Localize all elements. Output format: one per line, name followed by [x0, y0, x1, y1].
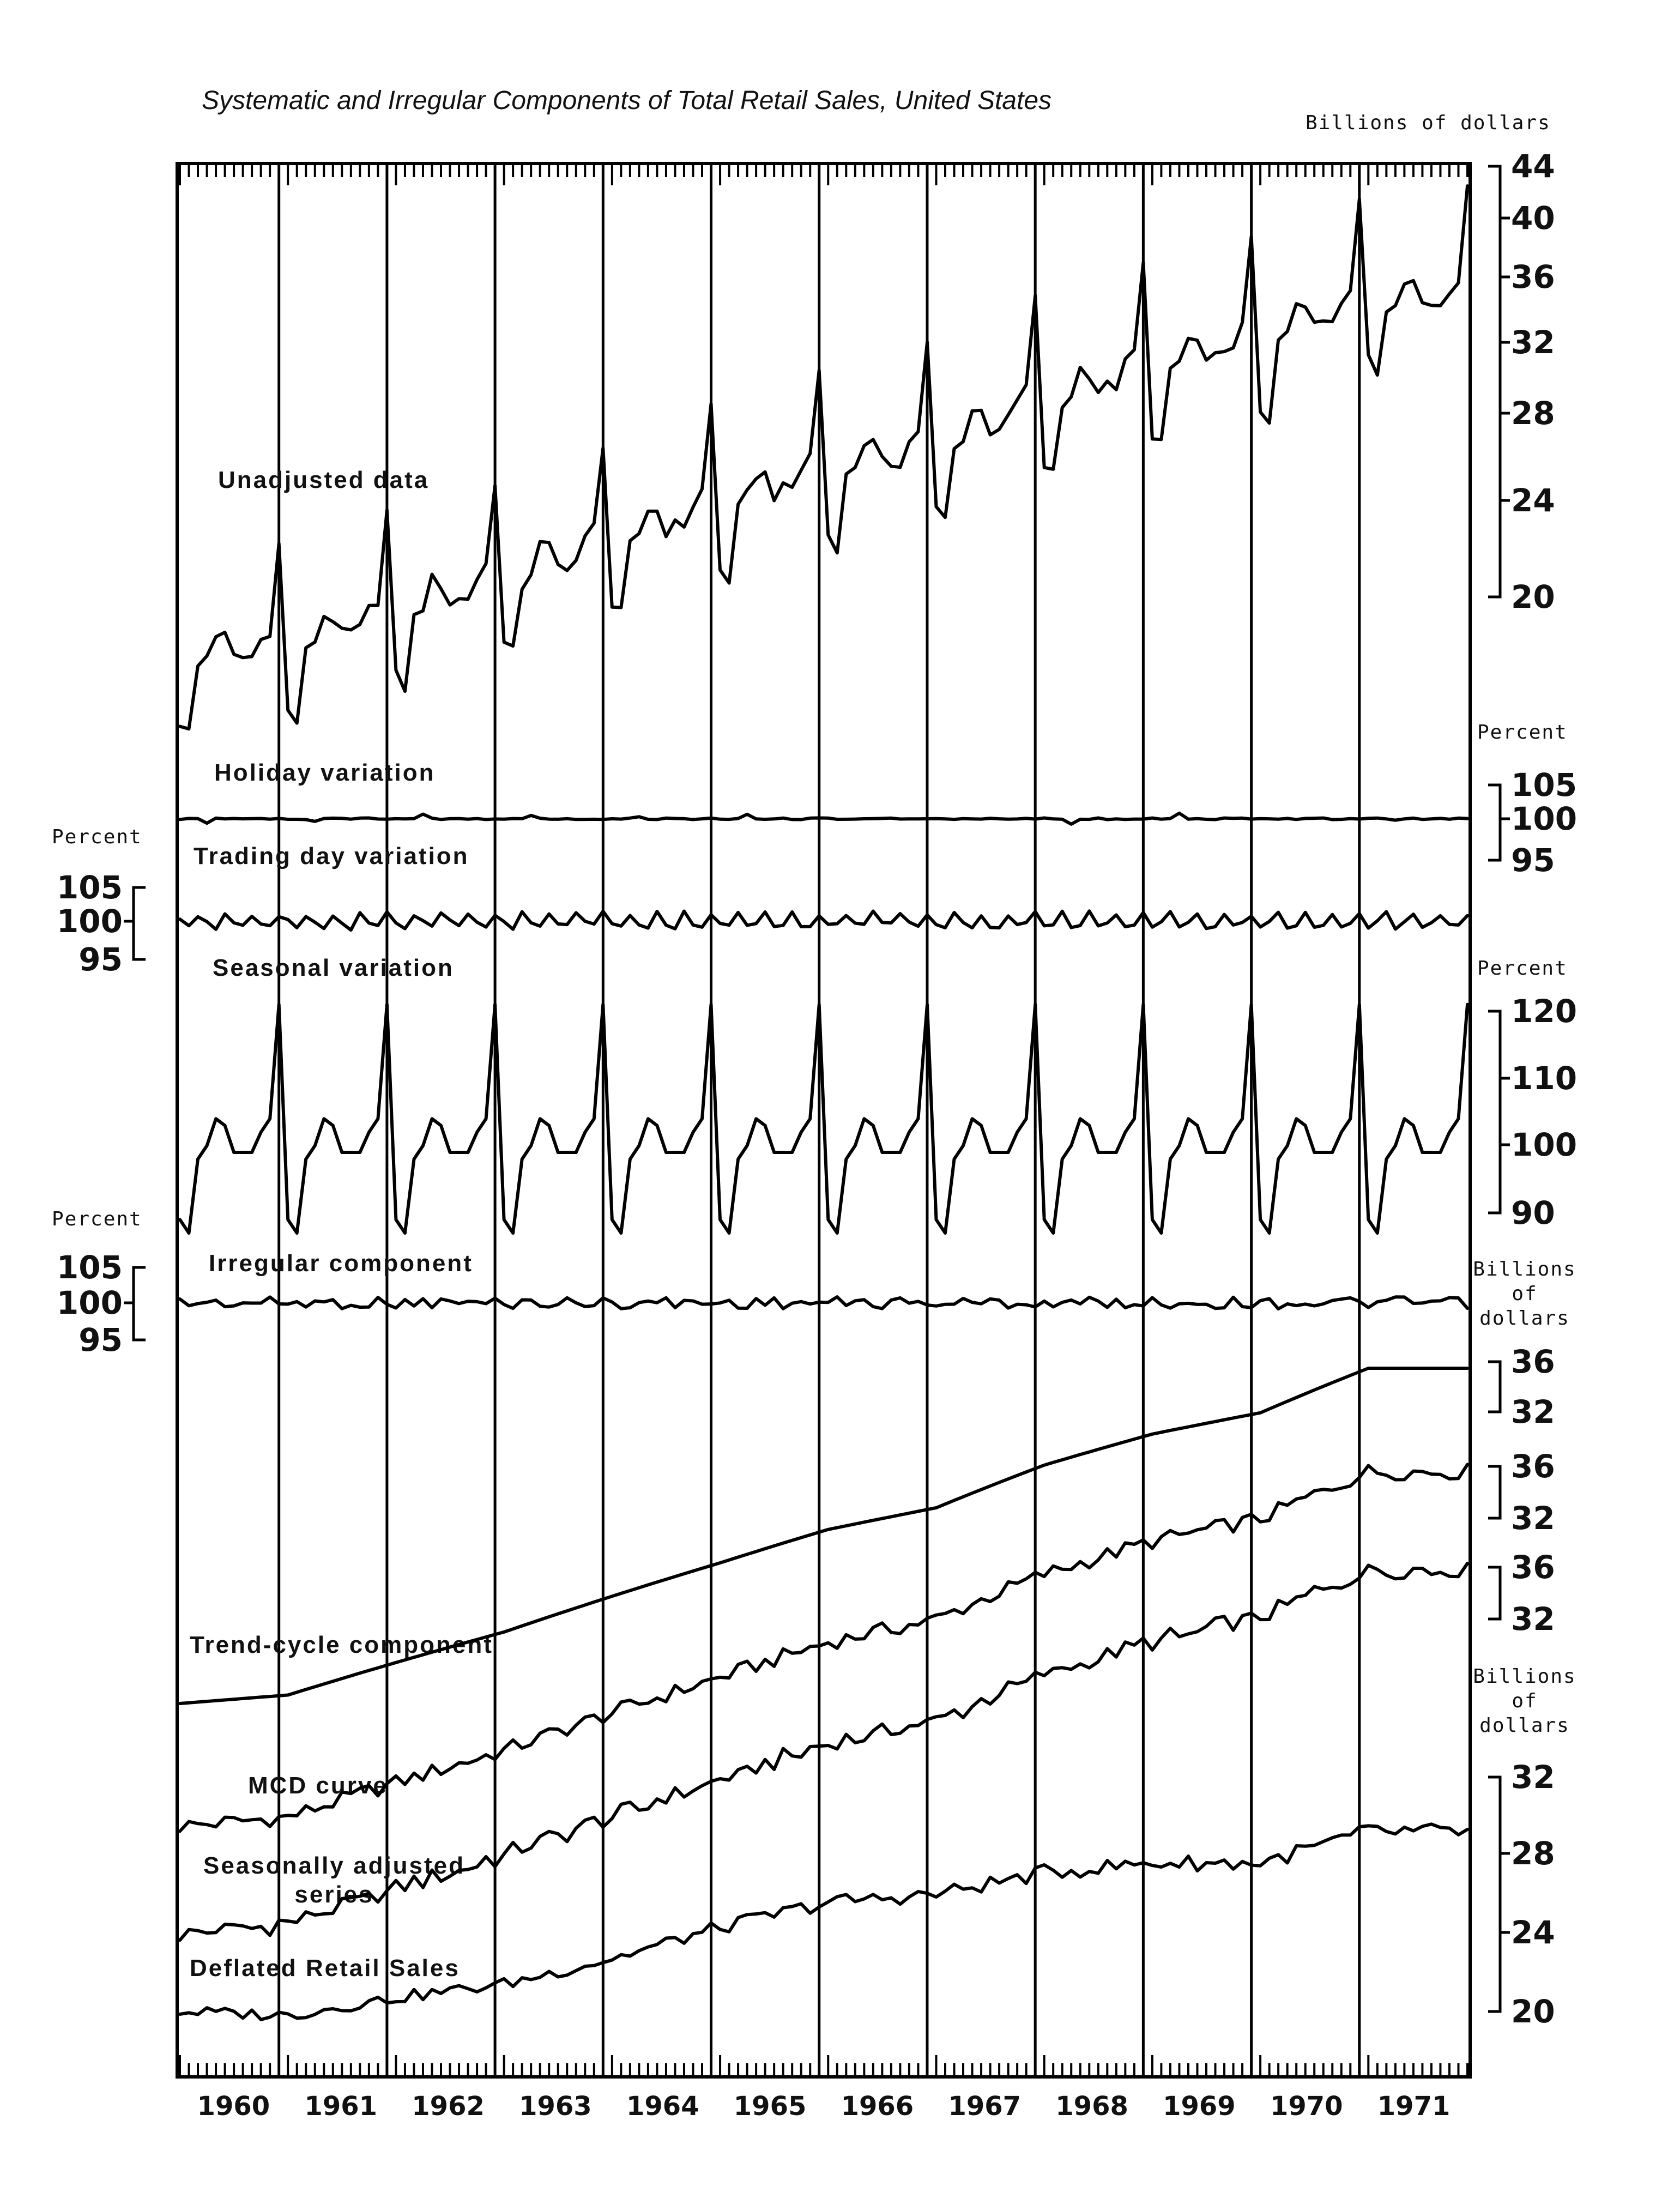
unit-label-trend-3: dollars — [1479, 1307, 1570, 1330]
series-seasonal — [178, 1002, 1469, 1235]
series-trend-cycle — [178, 1367, 1469, 1705]
unit-label-deflated-3: dollars — [1479, 1714, 1570, 1737]
unit-label-irregular: Percent — [52, 1208, 142, 1230]
label-seasonal: Seasonal variation — [213, 955, 454, 981]
axis-tick-label: 40 — [1511, 200, 1555, 237]
axis-tick-label: 110 — [1511, 1060, 1577, 1097]
axis-tick-label: 95 — [78, 941, 123, 978]
label-sa-line2: series — [294, 1881, 373, 1908]
label-sa-line1: Seasonally adjusted — [203, 1852, 465, 1879]
axis-tick-label: 32 — [1511, 1500, 1555, 1537]
series-holiday — [178, 811, 1469, 826]
axis-tick-label: 100 — [1511, 800, 1577, 837]
series-trading-day — [178, 909, 1469, 932]
x-tick-label: 1971 — [1377, 2091, 1451, 2122]
x-axis-labels: 1960 1961 1962 1963 1964 1965 1966 1967 1968 1969… — [197, 2091, 1451, 2122]
label-unadjusted: Unadjusted data — [218, 467, 429, 493]
month-ticks-bottom — [179, 2055, 1469, 2077]
unit-label-deflated-1: Billions — [1473, 1665, 1576, 1688]
axis-tick-label: 32 — [1511, 1759, 1555, 1796]
label-holiday: Holiday variation — [214, 759, 436, 786]
x-tick-label: 1960 — [197, 2091, 270, 2122]
axis-tick-label: 32 — [1511, 1600, 1555, 1638]
label-deflated: Deflated Retail Sales — [190, 1955, 460, 1982]
x-tick-label: 1966 — [841, 2091, 914, 2122]
axis-tick-label: 32 — [1511, 324, 1555, 361]
x-tick-label: 1964 — [626, 2091, 699, 2122]
x-tick-label: 1965 — [734, 2091, 807, 2122]
plot-frame — [176, 162, 1472, 2079]
series-lines — [178, 184, 1469, 2021]
x-tick-label: 1968 — [1055, 2091, 1128, 2122]
unit-label-trading: Percent — [52, 826, 142, 848]
unit-label-holiday: Percent — [1477, 721, 1568, 744]
year-separators — [277, 164, 1361, 2077]
axis-tick-label: 105 — [57, 869, 123, 906]
axis-tick-label: 44 — [1511, 148, 1555, 185]
axis-tick-label: 32 — [1511, 1393, 1555, 1430]
axis-tick-label: 28 — [1511, 1835, 1555, 1872]
axis-seasonal: 120 110 100 90 — [1488, 993, 1577, 1231]
label-trading: Trading day variation — [194, 843, 469, 869]
axis-tick-label: 105 — [1511, 766, 1577, 804]
axis-tick-label: 36 — [1511, 1343, 1555, 1380]
unit-label-trend-2: of — [1512, 1283, 1537, 1305]
axis-tick-label: 95 — [1511, 842, 1555, 879]
x-tick-label: 1962 — [412, 2091, 485, 2122]
unit-label-trend-1: Billions — [1473, 1258, 1576, 1280]
axis-tick-label: 100 — [57, 1284, 123, 1321]
unit-label-seasonal: Percent — [1477, 957, 1568, 980]
axis-tick-label: 100 — [1511, 1126, 1577, 1163]
chart-title: Systematic and Irregular Components of T… — [202, 86, 1051, 115]
series-deflated — [178, 1822, 1469, 2021]
x-tick-label: 1963 — [519, 2091, 592, 2122]
axis-tick-label: 20 — [1511, 1993, 1555, 2030]
x-tick-label: 1969 — [1163, 2091, 1236, 2122]
axis-tick-label: 36 — [1511, 258, 1555, 295]
axis-tick-label: 24 — [1511, 482, 1555, 519]
month-ticks-top — [179, 164, 1469, 185]
axis-tick-label: 90 — [1511, 1194, 1555, 1231]
axis-unadjusted: 44 40 36 32 28 24 20 — [1488, 148, 1555, 615]
label-trend: Trend-cycle component — [190, 1632, 493, 1658]
axis-deflated: 32 28 24 20 — [1488, 1759, 1555, 2030]
axis-tick-label: 36 — [1511, 1549, 1555, 1586]
x-tick-label: 1961 — [304, 2091, 377, 2122]
axis-tick-label: 105 — [57, 1249, 123, 1286]
unit-label-deflated-2: of — [1512, 1690, 1537, 1712]
label-irregular: Irregular component — [209, 1250, 473, 1277]
series-mcd — [178, 1463, 1469, 1833]
x-tick-label: 1967 — [948, 2091, 1021, 2122]
series-unadjusted — [178, 184, 1469, 731]
unit-label-unadjusted: Billions of dollars — [1306, 112, 1551, 134]
axis-tick-label: 95 — [78, 1321, 123, 1358]
axis-tick-label: 20 — [1511, 578, 1555, 615]
series-irregular — [178, 1295, 1469, 1310]
axis-tick-label: 36 — [1511, 1448, 1555, 1485]
series-seasonally-adjusted — [178, 1562, 1469, 1942]
axis-tick-label: 24 — [1511, 1914, 1555, 1951]
axis-tick-label: 100 — [57, 903, 123, 940]
value-axes: 4440363228242010510095105100951201101009… — [57, 148, 1577, 2030]
x-tick-label: 1970 — [1270, 2091, 1343, 2122]
axis-tick-label: 28 — [1511, 395, 1555, 432]
axis-tick-label: 120 — [1511, 993, 1577, 1030]
